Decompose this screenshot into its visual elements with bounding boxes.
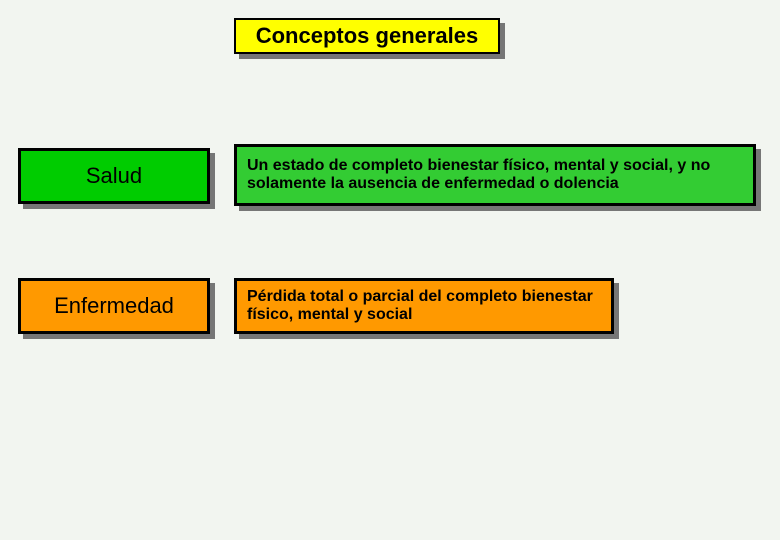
row1-desc-box: Pérdida total o parcial del completo bie… bbox=[234, 278, 614, 334]
row1-desc-text: Pérdida total o parcial del completo bie… bbox=[247, 288, 601, 324]
title-text: Conceptos generales bbox=[256, 23, 479, 49]
title-box: Conceptos generales bbox=[234, 18, 500, 54]
row0-label-box: Salud bbox=[18, 148, 210, 204]
row0-label-text: Salud bbox=[86, 163, 142, 189]
row1-label-box: Enfermedad bbox=[18, 278, 210, 334]
row0-desc-text: Un estado de completo bienestar físico, … bbox=[247, 157, 743, 193]
row0-desc-box: Un estado de completo bienestar físico, … bbox=[234, 144, 756, 206]
row1-label-text: Enfermedad bbox=[54, 293, 174, 319]
